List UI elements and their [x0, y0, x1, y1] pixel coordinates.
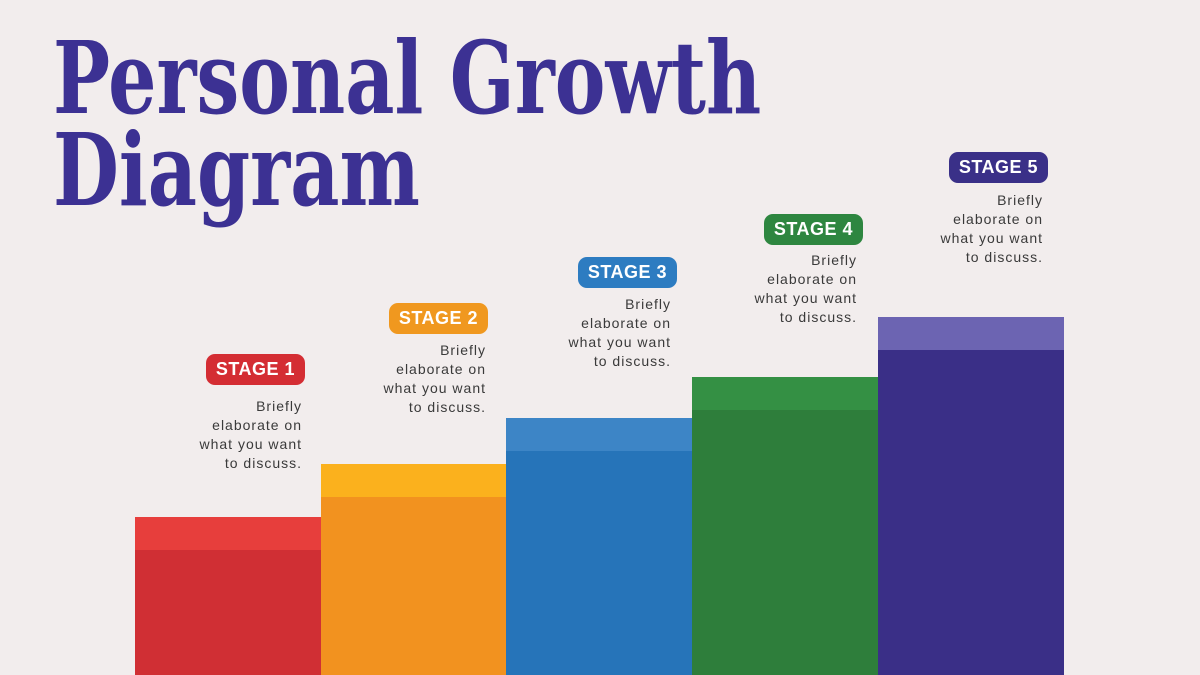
stage-4-bar: [692, 377, 878, 675]
stage-4-bar-cap: [692, 377, 878, 410]
stage-3-bar: [506, 418, 692, 675]
stage-3-bar-cap: [506, 418, 692, 451]
stage-2-description: Briefly elaborate on what you want to di…: [383, 342, 486, 415]
stage-2-bar: [321, 464, 506, 675]
stage-4-badge: STAGE 4: [763, 214, 863, 245]
stage-2-bar-body: [321, 497, 506, 675]
stage-1-badge: STAGE 1: [205, 354, 305, 385]
stage-3-badge: STAGE 3: [577, 257, 677, 288]
stage-2-bar-cap: [321, 464, 506, 497]
stage-2-badge: STAGE 2: [388, 303, 488, 334]
stage-1-bar-cap: [135, 517, 321, 550]
stage-4-bar-body: [692, 410, 878, 675]
page-title: Personal Growth Diagram: [53, 19, 762, 229]
stage-5-bar-cap: [878, 317, 1064, 350]
stage-5-bar: [878, 317, 1064, 675]
stage-1-description: Briefly elaborate on what you want to di…: [199, 398, 302, 471]
stage-5-description: Briefly elaborate on what you want to di…: [940, 192, 1043, 265]
stage-4-description: Briefly elaborate on what you want to di…: [754, 252, 857, 325]
stage-3-description: Briefly elaborate on what you want to di…: [568, 296, 671, 369]
stage-5-bar-body: [878, 350, 1064, 675]
stage-5-badge: STAGE 5: [948, 152, 1048, 183]
stage-3-bar-body: [506, 451, 692, 675]
stage-1-bar: [135, 517, 321, 675]
stage-1-bar-body: [135, 550, 321, 675]
